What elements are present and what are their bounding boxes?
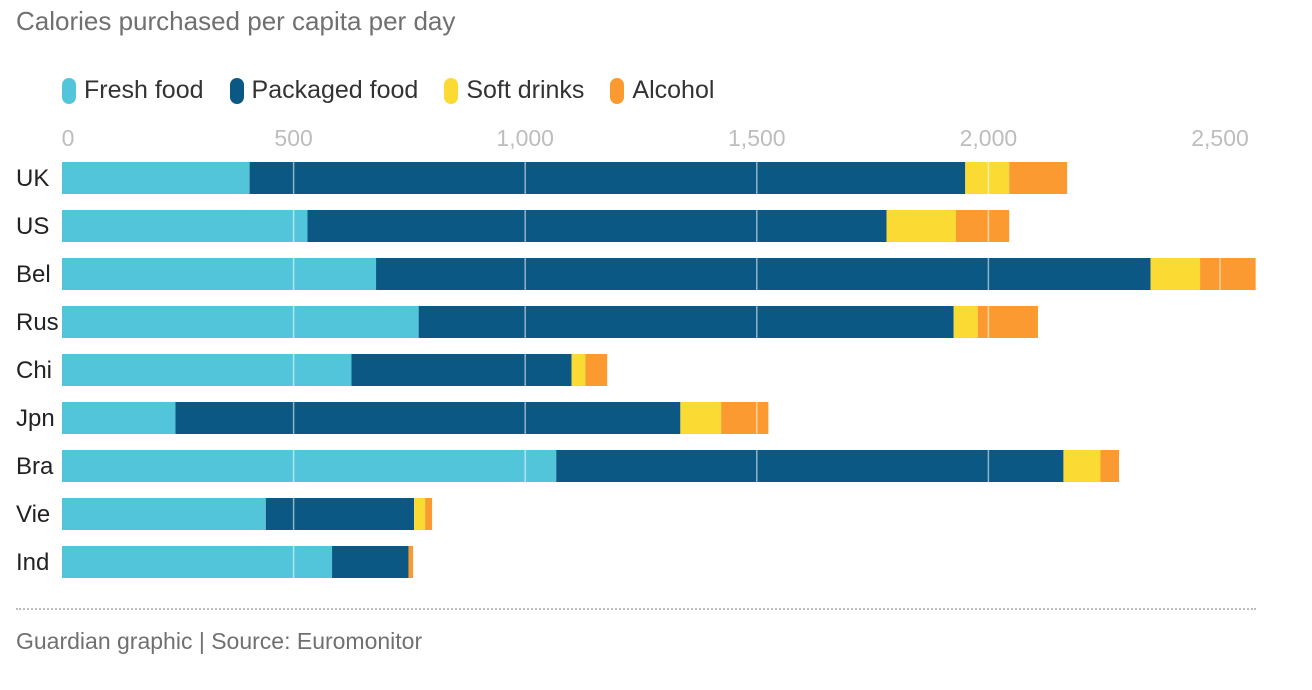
bar-chart: 0 500 1,000 1,500 2,000 2,500 UK US Bel Rus Chi Jp… [16,125,1256,578]
x-tick-label: 1,000 [496,125,554,151]
bar-segment [62,402,176,434]
legend-swatch [62,77,76,104]
bar-segment [62,546,333,578]
bar-segment [886,210,956,242]
x-tick-label: 1,500 [728,125,786,151]
bar-segment [62,306,419,338]
legend-label: Soft drinks [466,76,585,104]
bar-segment [955,210,1010,242]
bar-segment [556,450,1064,482]
bar-segment [62,498,266,530]
category-labels-layer: UK US Bel Rus Chi Jpn Bra Vie Ind [16,165,59,576]
category-label: Bra [16,453,54,480]
category-label: UK [16,165,49,192]
bar-segment [571,354,586,386]
category-label: Chi [16,357,52,384]
bar-segment [332,546,409,578]
bars-layer [62,162,1256,578]
category-label: US [16,213,49,240]
bar-segment [62,354,352,386]
bar-segment [62,450,557,482]
bar-segment [585,354,608,386]
bar-segment [351,354,572,386]
bar-segment [62,210,308,242]
x-tick-label: 500 [274,125,312,151]
legend-swatch [610,77,625,104]
source-note: Guardian graphic | Source: Euromonitor [16,628,423,654]
bar-segment [376,258,1151,290]
x-tick-label: 2,000 [960,125,1018,151]
bar-segment [721,402,769,434]
legend-swatch [444,77,459,104]
chart-title: Calories purchased per capita per day [16,6,456,36]
bar-segment [307,210,887,242]
bar-segment [1150,258,1201,290]
category-label: Rus [16,309,59,336]
bar-segment [62,162,250,194]
legend-label: Alcohol [632,76,715,104]
footer-divider [16,608,1256,610]
x-tick-label: 0 [62,125,75,151]
bar-segment [1100,450,1120,482]
legend-swatch [229,77,244,104]
category-label: Bel [16,261,51,288]
bar-segment [175,402,681,434]
bar-segment [1009,162,1068,194]
bar-segment [265,498,415,530]
bar-segment [425,498,433,530]
legend-item-3: Soft drinks [444,76,584,105]
legend-label: Fresh food [84,76,204,104]
bar-segment [408,546,414,578]
bar-segment [62,258,377,290]
x-tick-label: 2,500 [1191,125,1249,151]
category-label: Ind [16,549,49,576]
legend-item-1: Fresh food [62,76,204,105]
chart-legend: Fresh food Packaged food Soft drinks Alcoho… [62,76,714,105]
gridlines-layer [292,152,1221,578]
bar-segment [414,498,426,530]
bar-segment [1063,450,1101,482]
category-label: Jpn [16,405,55,432]
legend-item-4: Alcohol [610,76,714,105]
category-label: Vie [16,501,50,528]
bar-segment [953,306,978,338]
legend-label: Packaged food [251,76,419,104]
bar-segment [249,162,966,194]
legend-item-2: Packaged food [229,76,419,105]
tick-labels-layer: 0 500 1,000 1,500 2,000 2,500 [62,125,1249,151]
bar-segment [1200,258,1256,290]
bar-segment [680,402,722,434]
bar-segment [977,306,1038,338]
bar-segment [965,162,1010,194]
bar-segment [418,306,954,338]
